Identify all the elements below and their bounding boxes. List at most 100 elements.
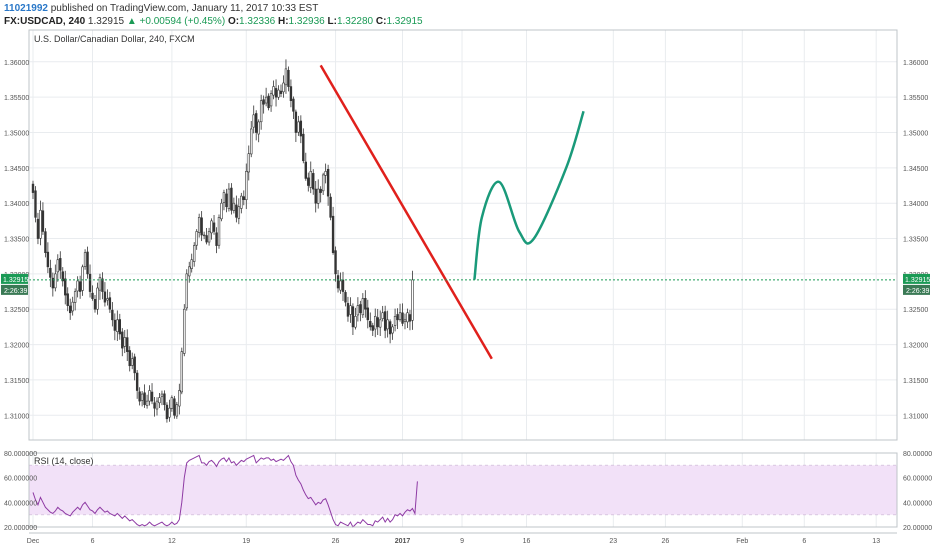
author-link[interactable]: 11021992	[4, 3, 48, 14]
price-tick-label-right: 1.31500	[903, 378, 928, 385]
candle-body	[93, 299, 97, 310]
candle-body	[193, 245, 196, 262]
candle-body	[401, 312, 404, 324]
price-tick-label-right: 1.34000	[903, 201, 928, 208]
candle-body	[81, 266, 84, 291]
candle-body	[284, 68, 288, 86]
candle-body	[158, 397, 161, 404]
candle-body	[408, 314, 412, 322]
grid-lines	[29, 30, 897, 527]
candle-body	[39, 209, 42, 239]
open-label: O:	[227, 16, 240, 27]
price-tick-label-right: 1.36000	[903, 60, 928, 67]
candle-body	[217, 217, 221, 246]
candle-body	[341, 279, 345, 292]
candle-body	[314, 188, 317, 204]
price-tick-label-left: 1.35500	[4, 95, 29, 102]
candle-body	[339, 280, 342, 291]
candle-body	[269, 93, 273, 107]
candle-body	[123, 337, 126, 347]
countdown-text: 2:26:39	[4, 288, 27, 295]
candle-body	[366, 307, 369, 321]
projection-curve[interactable]	[473, 110, 585, 280]
price-tick-label-right: 1.33500	[903, 237, 928, 244]
price-tick-label-right: 1.32500	[903, 307, 928, 314]
candle-body	[135, 372, 139, 391]
candle-body	[227, 188, 231, 209]
trend-line[interactable]	[319, 64, 493, 360]
price-tick-label-left: 1.34500	[4, 166, 29, 173]
time-tick-label: 26	[662, 538, 670, 545]
rsi-tick-label-right: 60.000000	[903, 476, 932, 483]
price-tick-label-right: 1.34500	[903, 166, 928, 173]
candle-body	[61, 271, 64, 282]
time-tick-label: 23	[609, 538, 617, 545]
candle-body	[88, 273, 92, 292]
candle-body	[168, 407, 171, 418]
candle-body	[376, 317, 379, 328]
candle-body	[307, 177, 310, 186]
candle-body	[143, 392, 146, 405]
price-tick-label-left: 1.31500	[4, 378, 29, 385]
candle-body	[364, 298, 367, 310]
candle-body	[267, 95, 270, 109]
candle-body	[371, 325, 374, 331]
candle-body	[96, 287, 99, 310]
pane-frames	[28, 29, 898, 534]
countdown-tag	[1, 284, 28, 295]
chart-header: 11021992 published on TradingView.com, J…	[0, 0, 932, 30]
time-tick-label: 9	[460, 538, 464, 545]
candle-body	[73, 291, 77, 303]
candle-body	[140, 393, 144, 401]
time-tick-label: 2017	[395, 538, 411, 545]
candle-body	[188, 266, 191, 277]
candle-body	[185, 273, 188, 309]
price-tick-label-right: 1.35000	[903, 131, 928, 138]
low-label: L:	[327, 16, 337, 27]
candle-body	[175, 404, 179, 417]
candle-body	[190, 259, 193, 269]
candle-body	[393, 315, 397, 326]
candle-body	[304, 161, 307, 179]
time-tick-label: 6	[802, 538, 806, 545]
price-tick-label-left: 1.33500	[4, 237, 29, 244]
candle-body	[349, 305, 352, 315]
candle-body	[383, 311, 387, 331]
candle-body	[66, 293, 69, 306]
chart-title: U.S. Dollar/Canadian Dollar, 240, FXCM	[34, 34, 195, 44]
candle-body	[163, 393, 166, 405]
current-price-tag-right	[903, 273, 930, 284]
candle-body	[41, 210, 45, 232]
rsi-tick-label-left: 40.000000	[4, 500, 37, 507]
close-label: C:	[375, 16, 387, 27]
candlestick-series	[31, 59, 414, 423]
publish-line: 11021992 published on TradingView.com, J…	[4, 2, 318, 15]
rsi-tick-label-right: 80.000000	[903, 451, 932, 458]
candle-body	[257, 121, 260, 135]
rsi-pane-frame	[28, 452, 898, 528]
candle-body	[220, 202, 223, 220]
candle-body	[264, 96, 268, 104]
candle-body	[178, 390, 181, 407]
rsi-title: RSI (14, close)	[34, 456, 94, 466]
candle-body	[287, 69, 290, 87]
candle-body	[316, 188, 320, 204]
price-tick-label-left: 1.31000	[4, 413, 29, 420]
candle-body	[247, 153, 250, 173]
time-tick-label: Dec	[27, 538, 40, 545]
quote-line: FX:USDCAD, 240 1.32915 ▲ +0.00594 (+0.45…	[4, 15, 423, 28]
candle-body	[195, 231, 198, 246]
price-tick-label-left: 1.35000	[4, 131, 29, 138]
candle-body	[69, 305, 72, 314]
candle-body	[210, 220, 213, 234]
candle-body	[406, 312, 409, 323]
candle-body	[237, 206, 241, 219]
rsi-tick-label-left: 20.000000	[4, 525, 37, 532]
candle-body	[361, 298, 365, 316]
candle-body	[240, 195, 243, 209]
rsi-tick-label-right: 20.000000	[903, 525, 932, 532]
price-tick-label-right: 1.31000	[903, 413, 928, 420]
candle-body	[170, 397, 174, 409]
candle-body	[91, 292, 94, 299]
